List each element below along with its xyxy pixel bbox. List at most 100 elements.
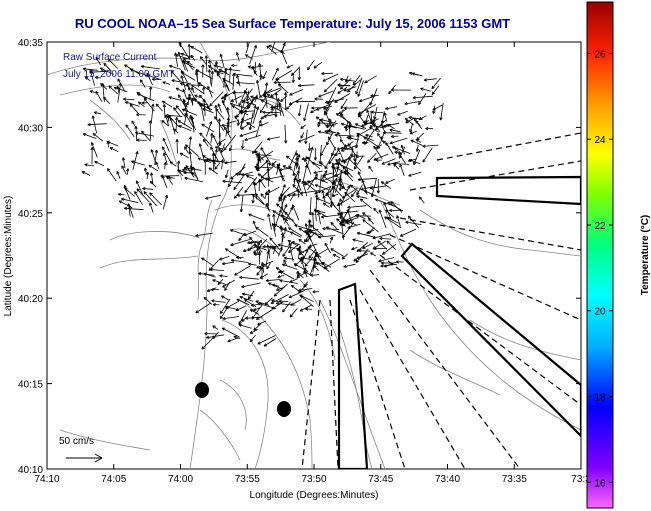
current-vector xyxy=(310,273,320,277)
current-vector xyxy=(202,86,206,94)
current-vector xyxy=(331,193,339,197)
current-vector xyxy=(330,248,344,257)
current-vector xyxy=(148,120,152,140)
current-vector xyxy=(298,238,306,245)
current-vector xyxy=(313,264,319,272)
current-vector xyxy=(439,103,444,121)
current-vector xyxy=(432,104,443,111)
current-vector xyxy=(404,101,421,106)
current-vector xyxy=(267,213,272,230)
current-vector xyxy=(420,87,431,92)
current-vector xyxy=(223,134,237,151)
current-vector xyxy=(139,79,146,88)
current-vector xyxy=(91,115,97,134)
current-vector xyxy=(363,120,370,124)
current-vector xyxy=(149,180,157,188)
y-tick-label: 40:10 xyxy=(18,465,43,476)
current-vector xyxy=(148,86,153,101)
current-vector xyxy=(255,79,261,96)
current-vector xyxy=(314,184,329,191)
current-vector xyxy=(373,246,387,251)
current-vector xyxy=(310,224,324,236)
current-vector xyxy=(324,242,331,254)
current-vector xyxy=(190,46,203,54)
current-vector xyxy=(170,70,181,82)
current-vector xyxy=(302,164,308,184)
current-vector xyxy=(353,151,358,166)
current-vector xyxy=(305,307,313,311)
current-vector xyxy=(365,134,373,138)
current-vector xyxy=(367,152,377,163)
current-vector xyxy=(271,160,277,166)
x-tick-label: 73:50 xyxy=(301,474,326,485)
current-vector xyxy=(235,104,249,118)
current-vector xyxy=(255,300,270,306)
colorbar-tick-label: 20 xyxy=(594,307,606,318)
map-title: RU COOL NOAA–15 Sea Surface Temperature:… xyxy=(74,16,511,31)
current-vector xyxy=(266,45,277,55)
current-vector xyxy=(290,284,300,292)
current-vector xyxy=(413,149,421,166)
current-vector xyxy=(350,190,357,198)
current-vector xyxy=(205,121,213,137)
current-vector xyxy=(280,184,286,196)
current-vector xyxy=(399,163,405,177)
current-vector xyxy=(161,120,169,127)
current-vector xyxy=(249,309,260,315)
current-vector xyxy=(265,159,270,178)
current-vector xyxy=(161,100,173,108)
current-vector xyxy=(101,83,105,102)
legend-date: July 15, 2006 11:00 GMT xyxy=(63,69,175,80)
current-vector xyxy=(396,215,401,227)
current-vector xyxy=(304,129,308,145)
current-vector xyxy=(378,257,395,263)
current-vector xyxy=(262,87,282,96)
current-vector xyxy=(357,171,367,189)
current-vector xyxy=(95,91,103,102)
current-vector xyxy=(313,148,318,161)
current-vector xyxy=(339,213,350,225)
current-vector xyxy=(359,95,376,103)
current-vector xyxy=(217,118,222,138)
current-vector xyxy=(370,252,377,257)
current-vector xyxy=(369,185,387,190)
current-vector xyxy=(212,303,220,307)
current-vector xyxy=(291,66,301,76)
current-vector xyxy=(381,261,394,265)
current-vector xyxy=(287,239,299,247)
current-vector xyxy=(173,128,179,134)
radar-gaps xyxy=(337,175,581,469)
current-vector xyxy=(219,274,228,278)
current-vector xyxy=(392,161,410,166)
current-vector xyxy=(220,91,235,100)
current-vector xyxy=(261,261,265,273)
x-axis: 74:10 74:05 74:00 73:55 73:50 73:45 73:40 73:35… xyxy=(34,42,591,485)
current-vector xyxy=(281,42,286,53)
current-vector xyxy=(252,181,258,200)
current-vector xyxy=(154,149,159,165)
current-vector xyxy=(215,61,219,69)
current-vector xyxy=(288,290,305,299)
current-vector xyxy=(359,198,372,209)
current-vector xyxy=(280,197,286,210)
current-vector xyxy=(253,323,262,331)
current-vector xyxy=(280,95,288,102)
current-vector xyxy=(212,279,227,285)
current-vector xyxy=(355,77,363,95)
current-vector xyxy=(121,157,126,168)
current-vector xyxy=(236,255,244,260)
current-vector xyxy=(315,194,319,212)
current-vector xyxy=(247,240,259,245)
current-vector xyxy=(108,85,118,95)
current-vector xyxy=(353,155,364,170)
current-vector xyxy=(338,174,342,191)
current-vector xyxy=(240,116,254,123)
current-vector xyxy=(373,145,383,159)
current-vector xyxy=(215,108,225,120)
current-vector xyxy=(325,226,344,235)
current-vector xyxy=(103,62,112,72)
scale-arrow xyxy=(66,453,103,463)
current-vector xyxy=(233,335,241,340)
y-axis: 40:35 40:30 40:25 40:20 40:15 40:10 xyxy=(18,38,581,476)
current-vector xyxy=(198,143,206,163)
